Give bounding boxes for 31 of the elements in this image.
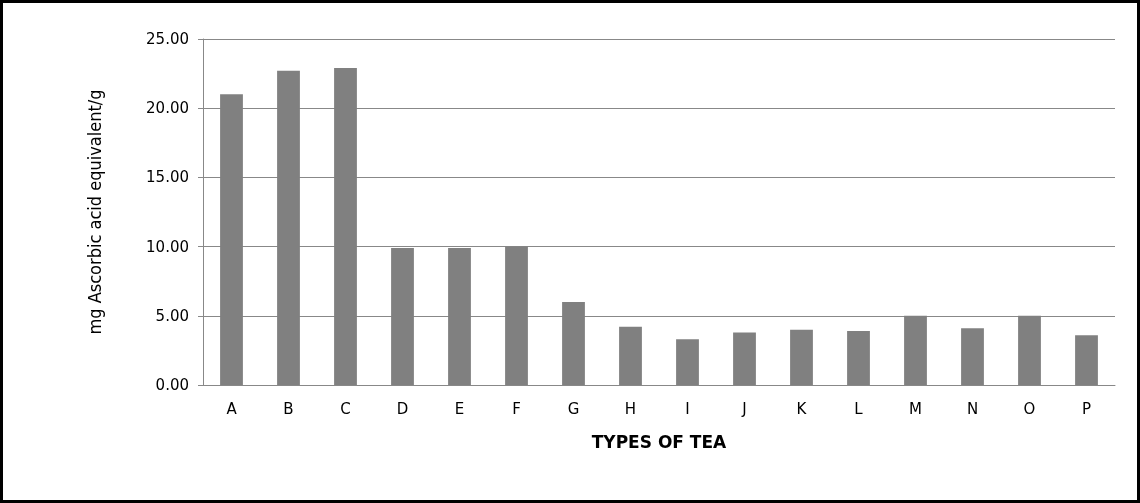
x-tick-label: K bbox=[796, 399, 808, 418]
y-tick-label: 20.00 bbox=[146, 99, 189, 118]
bar bbox=[619, 326, 642, 385]
y-tick-label: 25.00 bbox=[146, 30, 189, 48]
bar bbox=[1075, 335, 1098, 385]
x-tick-label: F bbox=[512, 399, 521, 418]
x-tick-label: H bbox=[624, 399, 637, 418]
x-tick-label: I bbox=[685, 399, 690, 418]
y-tick-label: 0.00 bbox=[155, 376, 189, 394]
x-tick-label: J bbox=[741, 399, 747, 418]
y-tick-label: 15.00 bbox=[146, 168, 189, 187]
bar bbox=[847, 331, 870, 385]
x-axis-title: TYPES OF TEA bbox=[591, 431, 728, 452]
x-tick-label: E bbox=[454, 399, 465, 418]
y-tick-label: 5.00 bbox=[155, 306, 189, 325]
bar bbox=[733, 332, 756, 385]
x-tick-label: C bbox=[340, 399, 351, 418]
bar bbox=[676, 339, 699, 385]
y-tick-label: 10.00 bbox=[146, 237, 189, 256]
x-tick-label: D bbox=[396, 399, 409, 418]
x-tick-label: A bbox=[226, 399, 238, 418]
bar bbox=[961, 328, 984, 385]
x-tick-label: B bbox=[283, 399, 294, 418]
x-tick-label: G bbox=[567, 399, 580, 418]
y-axis-title: mg Ascorbic acid equivalent/g bbox=[83, 89, 105, 335]
x-tick-label: O bbox=[1023, 399, 1036, 418]
bar bbox=[790, 329, 813, 385]
x-tick-label: N bbox=[966, 399, 979, 418]
x-tick-label: L bbox=[854, 399, 864, 418]
x-tick-label: M bbox=[909, 399, 922, 418]
x-tick-label: P bbox=[1081, 399, 1092, 418]
